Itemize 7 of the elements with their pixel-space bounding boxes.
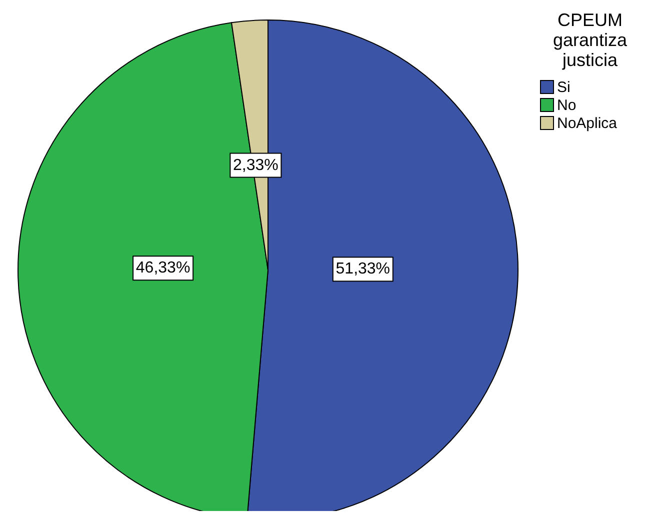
data-label: 46,33% [136,260,190,277]
legend-label: Si [557,78,570,96]
legend-label: NoAplica [557,114,618,132]
data-label: 51,33% [336,260,390,278]
data-label: 2,33% [233,156,278,174]
legend-label: No [557,96,576,114]
legend-title: CPEUM garantiza justicia [552,10,628,70]
